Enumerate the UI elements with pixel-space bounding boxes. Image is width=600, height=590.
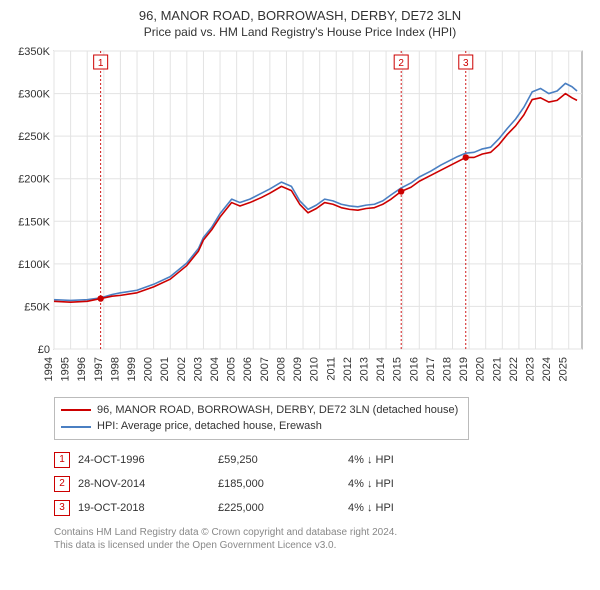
event-badge: 2 bbox=[54, 476, 70, 492]
svg-text:2015: 2015 bbox=[392, 357, 404, 381]
svg-text:2018: 2018 bbox=[441, 357, 453, 381]
svg-text:£0: £0 bbox=[38, 344, 50, 356]
attribution-line: This data is licensed under the Open Gov… bbox=[54, 539, 590, 552]
event-badge: 1 bbox=[54, 452, 70, 468]
event-hpi-delta: 4% ↓ HPI bbox=[348, 454, 468, 466]
svg-text:2021: 2021 bbox=[491, 357, 503, 381]
svg-text:1995: 1995 bbox=[60, 357, 72, 381]
event-price: £59,250 bbox=[218, 454, 348, 466]
svg-text:2017: 2017 bbox=[425, 357, 437, 381]
svg-text:£350K: £350K bbox=[18, 46, 50, 58]
svg-text:2019: 2019 bbox=[458, 357, 470, 381]
svg-text:£300K: £300K bbox=[18, 88, 50, 100]
event-price: £225,000 bbox=[218, 502, 348, 514]
svg-text:2023: 2023 bbox=[525, 357, 537, 381]
svg-text:2020: 2020 bbox=[475, 357, 487, 381]
svg-text:£100K: £100K bbox=[18, 259, 50, 271]
svg-text:2008: 2008 bbox=[275, 357, 287, 381]
svg-text:2011: 2011 bbox=[325, 357, 337, 381]
svg-text:2004: 2004 bbox=[209, 357, 221, 381]
event-badge: 3 bbox=[54, 500, 70, 516]
svg-text:1998: 1998 bbox=[109, 357, 121, 381]
svg-text:2: 2 bbox=[398, 58, 404, 69]
svg-text:2014: 2014 bbox=[375, 357, 387, 381]
svg-text:2001: 2001 bbox=[159, 357, 171, 381]
event-row: 2 28-NOV-2014£185,0004% ↓ HPI bbox=[54, 472, 590, 496]
data-attribution: Contains HM Land Registry data © Crown c… bbox=[54, 526, 590, 552]
svg-text:2005: 2005 bbox=[226, 357, 238, 381]
legend-item: HPI: Average price, detached house, Erew… bbox=[61, 418, 458, 435]
legend-item: 96, MANOR ROAD, BORROWASH, DERBY, DE72 3… bbox=[61, 402, 458, 419]
svg-text:1999: 1999 bbox=[126, 357, 138, 381]
svg-text:£50K: £50K bbox=[24, 301, 50, 313]
svg-text:£250K: £250K bbox=[18, 131, 50, 143]
event-row: 3 19-OCT-2018£225,0004% ↓ HPI bbox=[54, 496, 590, 520]
svg-text:2016: 2016 bbox=[408, 357, 420, 381]
chart-subtitle: Price paid vs. HM Land Registry's House … bbox=[10, 25, 590, 39]
svg-text:2002: 2002 bbox=[176, 357, 188, 381]
event-price: £185,000 bbox=[218, 478, 348, 490]
svg-text:2006: 2006 bbox=[242, 357, 254, 381]
svg-text:1994: 1994 bbox=[43, 357, 55, 381]
svg-text:2025: 2025 bbox=[558, 357, 570, 381]
svg-text:2009: 2009 bbox=[292, 357, 304, 381]
legend-swatch bbox=[61, 426, 91, 428]
event-table: 124-OCT-1996£59,2504% ↓ HPI228-NOV-2014£… bbox=[54, 448, 590, 520]
svg-text:2012: 2012 bbox=[342, 357, 354, 381]
svg-text:2000: 2000 bbox=[143, 357, 155, 381]
svg-text:3: 3 bbox=[463, 58, 469, 69]
event-date: 24-OCT-1996 bbox=[78, 454, 218, 466]
attribution-line: Contains HM Land Registry data © Crown c… bbox=[54, 526, 590, 539]
event-hpi-delta: 4% ↓ HPI bbox=[348, 478, 468, 490]
legend-label: HPI: Average price, detached house, Erew… bbox=[97, 418, 322, 435]
svg-text:1: 1 bbox=[98, 58, 104, 69]
chart-title: 96, MANOR ROAD, BORROWASH, DERBY, DE72 3… bbox=[10, 8, 590, 25]
event-date: 28-NOV-2014 bbox=[78, 478, 218, 490]
svg-text:£150K: £150K bbox=[18, 216, 50, 228]
legend-label: 96, MANOR ROAD, BORROWASH, DERBY, DE72 3… bbox=[97, 402, 458, 419]
event-hpi-delta: 4% ↓ HPI bbox=[348, 502, 468, 514]
legend: 96, MANOR ROAD, BORROWASH, DERBY, DE72 3… bbox=[54, 397, 469, 440]
svg-text:2013: 2013 bbox=[358, 357, 370, 381]
svg-text:2007: 2007 bbox=[259, 357, 271, 381]
svg-text:2003: 2003 bbox=[192, 357, 204, 381]
event-row: 1 24-OCT-1996£59,2504% ↓ HPI bbox=[54, 448, 590, 472]
price-chart: £0 £50K £100K £150K £200K £250K £300K £350K 1994… bbox=[10, 45, 590, 395]
svg-text:£200K: £200K bbox=[18, 174, 50, 186]
svg-text:2022: 2022 bbox=[508, 357, 520, 381]
legend-swatch bbox=[61, 409, 91, 411]
event-date: 19-OCT-2018 bbox=[78, 502, 218, 514]
svg-text:1996: 1996 bbox=[76, 357, 88, 381]
svg-text:2024: 2024 bbox=[541, 357, 553, 381]
svg-text:1997: 1997 bbox=[93, 357, 105, 381]
svg-text:2010: 2010 bbox=[309, 357, 321, 381]
